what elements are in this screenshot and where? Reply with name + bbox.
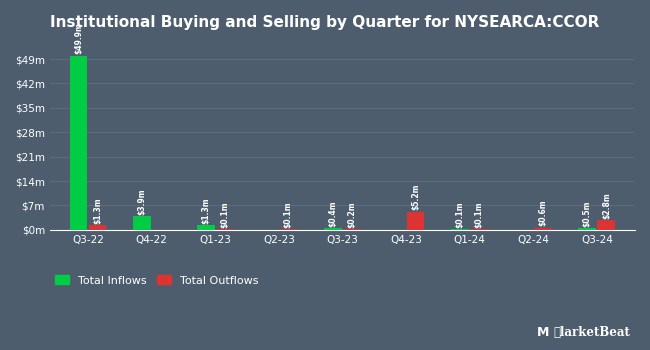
Text: $0.4m: $0.4m [328, 201, 337, 227]
Bar [343, 229, 361, 230]
Text: $1.3m: $1.3m [93, 197, 102, 224]
Text: $0.1m: $0.1m [284, 202, 293, 228]
Text: $1.3m: $1.3m [202, 197, 210, 224]
Text: $0.6m: $0.6m [538, 200, 547, 226]
Text: ⼧larketBeat: ⼧larketBeat [554, 327, 630, 340]
Bar [534, 228, 552, 230]
Bar [407, 212, 424, 230]
Text: $3.9m: $3.9m [138, 188, 147, 215]
Bar [88, 225, 107, 230]
Text: $49.9m: $49.9m [74, 23, 83, 55]
Text: $0.2m: $0.2m [348, 201, 356, 228]
Text: M: M [537, 327, 549, 340]
Bar [324, 229, 342, 230]
Bar [133, 216, 151, 230]
Text: $0.1m: $0.1m [456, 202, 465, 228]
Bar [70, 56, 87, 230]
Text: $0.5m: $0.5m [583, 200, 592, 227]
Text: Institutional Buying and Selling by Quarter for NYSEARCA:CCOR: Institutional Buying and Selling by Quar… [50, 15, 599, 30]
Text: $5.2m: $5.2m [411, 184, 420, 210]
Text: $0.1m: $0.1m [474, 202, 484, 228]
Text: $0.1m: $0.1m [220, 202, 229, 228]
Bar [597, 220, 616, 230]
Legend: Total Inflows, Total Outflows: Total Inflows, Total Outflows [55, 275, 258, 286]
Bar [578, 228, 596, 230]
Text: $2.8m: $2.8m [602, 192, 611, 219]
Bar [197, 225, 214, 230]
